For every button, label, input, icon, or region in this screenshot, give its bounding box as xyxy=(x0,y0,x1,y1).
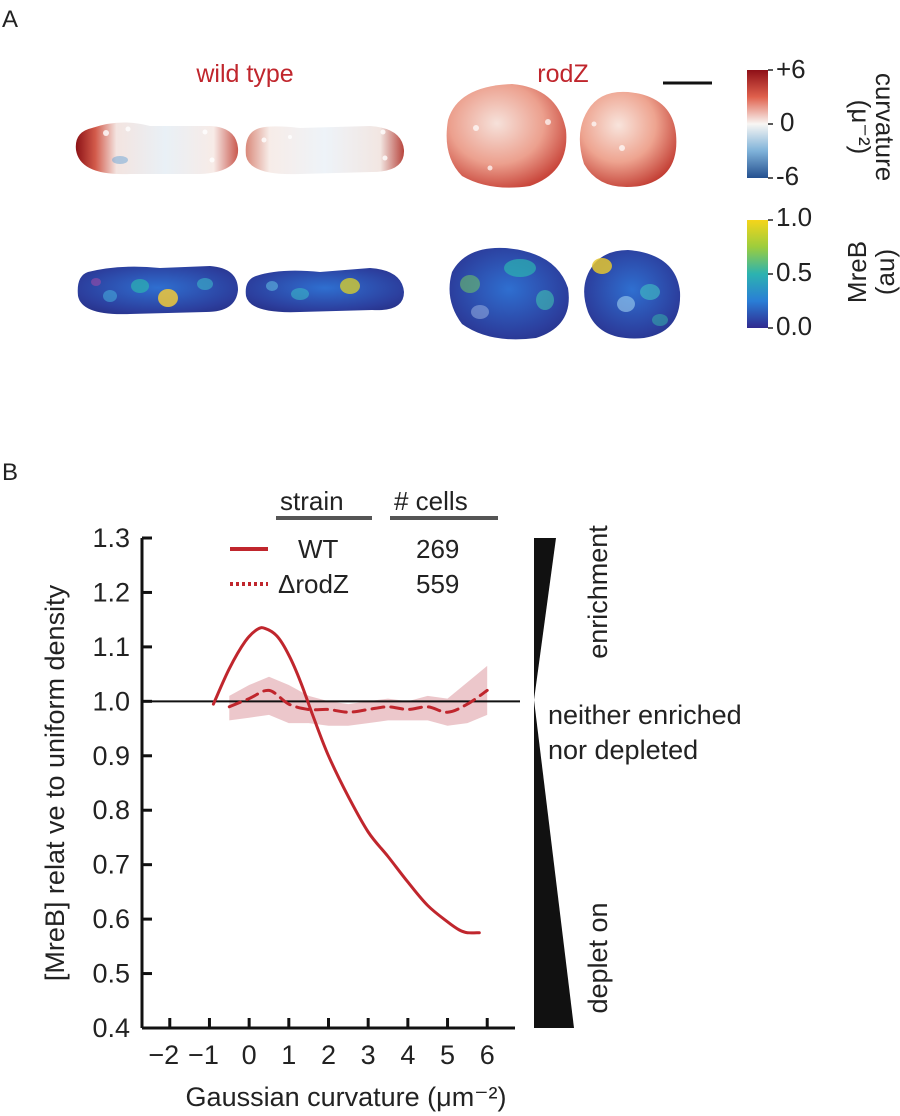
side-label-depletion: deplet on xyxy=(583,902,613,1013)
y-tick-label: 1.0 xyxy=(92,686,130,716)
x-tick-label: 3 xyxy=(361,1040,376,1070)
x-tick-label: −1 xyxy=(188,1040,219,1070)
side-label-neither-2: nor depleted xyxy=(548,735,698,765)
curvature-tick-mid: 0 xyxy=(780,107,794,137)
cell-rodz-mreb-1 xyxy=(449,247,569,340)
cell-rodz-curvature-2 xyxy=(579,91,677,188)
y-tick-label: 0.6 xyxy=(92,904,130,934)
curvature-tick-top: +6 xyxy=(776,54,806,84)
x-tick-label: 2 xyxy=(321,1040,336,1070)
mreb-tick-mid: 0.5 xyxy=(776,257,812,287)
line-chart: 0.4 0.5 0.6 0.7 0.8 0.9 1.0 1.1 1.2 1.3 −2 −1 0 1 2 3 4… xyxy=(40,523,520,1112)
y-axis-label: [MreB] relat ve to uniform density xyxy=(40,584,70,981)
mreb-colorbar-unit: (au) xyxy=(870,249,900,295)
strain-label-rodz: rodZ xyxy=(537,60,588,88)
panel-a-label: A xyxy=(2,6,18,33)
curvature-colorbar-unit: (μ⁻²) xyxy=(846,100,876,155)
depletion-wedge xyxy=(534,700,574,1028)
mreb-colorbar-title: MreB xyxy=(842,241,872,303)
y-tick-label: 1.2 xyxy=(92,577,130,607)
legend-name-wt: WT xyxy=(298,534,339,564)
confidence-band-rodz xyxy=(229,665,488,726)
mreb-tick-top: 1.0 xyxy=(776,202,812,232)
x-tick-label: 4 xyxy=(400,1040,415,1070)
curvature-tick-bottom: -6 xyxy=(776,161,799,191)
y-tick-label: 0.4 xyxy=(92,1013,130,1043)
legend-name-rodz: ΔrodZ xyxy=(278,569,349,599)
curvature-colorbar-title: curvature xyxy=(870,73,900,181)
curvature-colorbar xyxy=(747,70,768,178)
mreb-colorbar xyxy=(747,220,768,328)
panel-b-label: B xyxy=(2,459,18,486)
x-tick-label: 6 xyxy=(480,1040,495,1070)
legend-cells-rodz: 559 xyxy=(416,569,459,599)
enrichment-wedge xyxy=(534,538,556,700)
y-tick-label: 0.9 xyxy=(92,741,130,771)
mreb-tick-bottom: 0.0 xyxy=(776,311,812,341)
cell-wt-curvature-2 xyxy=(245,126,405,175)
y-tick-label: 0.8 xyxy=(92,795,130,825)
cell-wt-mreb-1 xyxy=(77,266,238,315)
strain-label-wild-type: wild type xyxy=(195,60,293,88)
x-tick-label: −2 xyxy=(148,1040,179,1070)
side-label-enrichment: enrichment xyxy=(583,525,613,659)
cell-wt-curvature-1 xyxy=(75,122,239,175)
series-line-wt xyxy=(211,626,481,935)
legend-cells-wt: 269 xyxy=(416,534,459,564)
y-tick-label: 1.3 xyxy=(92,523,130,553)
x-tick-label: 1 xyxy=(281,1040,296,1070)
legend-header-cells: # cells xyxy=(394,486,468,516)
x-axis-label: Gaussian curvature (μm⁻²) xyxy=(186,1082,507,1112)
series-line-rodz xyxy=(227,688,489,714)
y-tick-label: 0.5 xyxy=(92,959,130,989)
x-tick-label: 5 xyxy=(440,1040,455,1070)
y-tick-label: 0.7 xyxy=(92,850,130,880)
cell-rodz-mreb-2 xyxy=(584,250,681,339)
legend-header-strain: strain xyxy=(280,486,344,516)
y-tick-label: 1.1 xyxy=(92,632,130,662)
cell-rodz-curvature-1 xyxy=(446,84,567,188)
cell-wt-mreb-2 xyxy=(245,268,404,313)
x-tick-label: 0 xyxy=(242,1040,257,1070)
side-label-neither-1: neither enriched xyxy=(548,700,742,730)
